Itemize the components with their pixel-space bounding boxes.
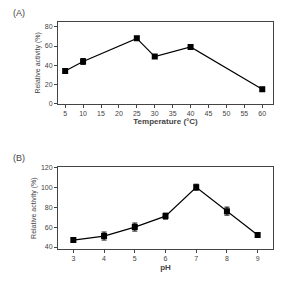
svg-text:(A): (A) <box>13 8 25 18</box>
svg-text:20: 20 <box>115 110 123 117</box>
svg-text:100: 100 <box>41 184 53 191</box>
svg-text:120: 120 <box>41 164 53 171</box>
svg-text:Temperature (°C): Temperature (°C) <box>133 117 198 126</box>
svg-text:60: 60 <box>258 110 266 117</box>
svg-text:40: 40 <box>45 62 53 69</box>
svg-text:(B): (B) <box>13 153 25 163</box>
svg-text:60: 60 <box>45 42 53 49</box>
svg-text:30: 30 <box>151 110 159 117</box>
svg-text:Relative activity (%): Relative activity (%) <box>30 177 38 238</box>
svg-text:20: 20 <box>45 81 53 88</box>
svg-text:6: 6 <box>164 255 168 262</box>
svg-text:15: 15 <box>97 110 105 117</box>
svg-text:80: 80 <box>45 23 53 30</box>
svg-text:9: 9 <box>256 255 260 262</box>
svg-text:45: 45 <box>205 110 213 117</box>
svg-text:5: 5 <box>63 110 67 117</box>
svg-text:8: 8 <box>225 255 229 262</box>
svg-text:3: 3 <box>71 255 75 262</box>
svg-text:10: 10 <box>79 110 87 117</box>
svg-text:55: 55 <box>240 110 248 117</box>
svg-text:7: 7 <box>194 255 198 262</box>
svg-text:35: 35 <box>169 110 177 117</box>
svg-text:40: 40 <box>187 110 195 117</box>
svg-text:50: 50 <box>223 110 231 117</box>
svg-text:25: 25 <box>133 110 141 117</box>
svg-text:4: 4 <box>102 255 106 262</box>
svg-text:40: 40 <box>45 243 53 250</box>
svg-text:Relative activity (%): Relative activity (%) <box>34 32 42 93</box>
svg-text:5: 5 <box>133 255 137 262</box>
svg-text:pH: pH <box>160 263 171 272</box>
svg-text:80: 80 <box>45 204 53 211</box>
svg-text:0: 0 <box>49 100 53 107</box>
svg-text:60: 60 <box>45 224 53 231</box>
